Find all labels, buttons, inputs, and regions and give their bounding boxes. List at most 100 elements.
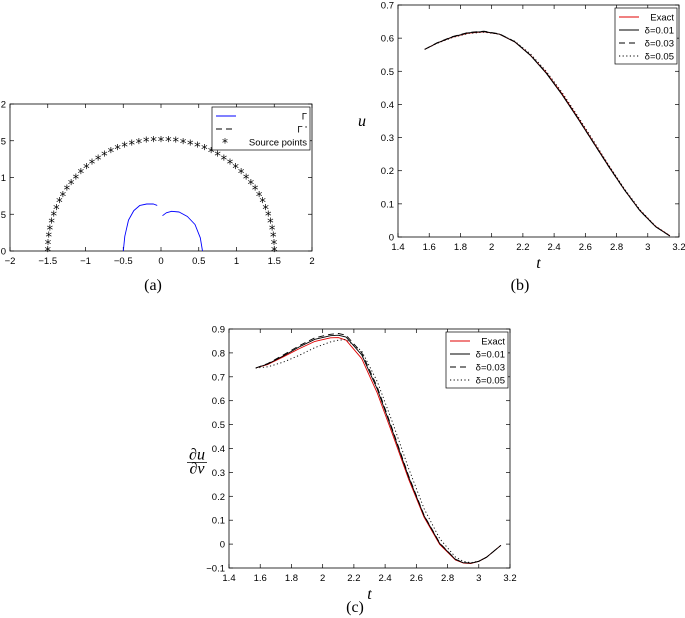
y-tick-label: 0.1 xyxy=(381,199,394,210)
source-point-marker: * xyxy=(270,231,277,246)
chart-c: 1.4 1.6 1.8 2 2.2 2.4 2.6 2.8 3 3.2 −0.1 0 0.1 0.2 0.3… xyxy=(187,325,517,616)
series-line--0-03 xyxy=(424,30,671,237)
source-point-marker: * xyxy=(194,141,201,156)
y-tick-label: 0.5 xyxy=(381,67,394,78)
legend: Exact δ=0.01 δ=0.03 δ=0.05 xyxy=(445,331,509,389)
source-point-marker: * xyxy=(64,184,71,199)
source-point-marker: * xyxy=(165,135,172,150)
y-tick-label: 0.9 xyxy=(212,325,225,336)
source-point-marker: * xyxy=(73,172,80,187)
y-tick-label: 0.6 xyxy=(381,34,394,45)
legend-label: Exact xyxy=(650,13,674,24)
x-tick-label: 3 xyxy=(645,242,650,253)
x-tick-label: 3.2 xyxy=(672,242,685,253)
x-axis-label: t xyxy=(367,586,372,603)
source-point-marker: * xyxy=(45,231,52,246)
x-tick-label: 2 xyxy=(489,242,494,253)
source-point-marker: * xyxy=(78,167,85,182)
legend-label: Exact xyxy=(481,337,505,348)
y-tick-label: 0.5 xyxy=(212,420,225,431)
y-tick-label: 0.3 xyxy=(381,133,394,144)
x-tick-label: 2.4 xyxy=(548,242,561,253)
x-tick-label: 2.6 xyxy=(579,242,592,253)
source-point-marker: * xyxy=(259,196,266,211)
legend-label: δ=0.01 xyxy=(645,26,674,37)
x-tick-label: 1.6 xyxy=(254,573,267,584)
x-tick-label: 2.8 xyxy=(441,573,454,584)
source-point-marker: * xyxy=(243,172,250,187)
source-point-marker: * xyxy=(47,223,54,238)
x-tick-label: 2.4 xyxy=(379,573,392,584)
legend-marker: * xyxy=(222,136,228,150)
source-point-marker: * xyxy=(68,178,75,193)
x-tick-label: 2 xyxy=(309,256,314,267)
x-tick-label: −0.5 xyxy=(114,256,133,267)
x-tick-label: 1.4 xyxy=(391,242,404,253)
y-tick-label: 0.4 xyxy=(381,100,394,111)
y-tick-label: 0.2 xyxy=(381,166,394,177)
y-tick-label: 0.2 xyxy=(212,492,225,503)
x-tick-label: −2 xyxy=(5,256,16,267)
source-point-marker: * xyxy=(180,137,187,152)
x-tick-label: 1.5 xyxy=(268,256,281,267)
source-point-marker: * xyxy=(248,178,255,193)
source-point-marker: * xyxy=(95,153,102,168)
source-point-marker: * xyxy=(238,167,245,182)
source-point-marker: * xyxy=(83,162,90,177)
source-point-marker: * xyxy=(173,136,180,151)
x-tick-label: 1.8 xyxy=(285,573,298,584)
legend-label: Γ xyxy=(302,112,307,123)
source-point-marker: * xyxy=(262,203,269,218)
source-point-marker: * xyxy=(265,210,272,225)
source-point-marker: * xyxy=(187,139,194,154)
source-point-marker: * xyxy=(101,150,108,165)
source-point-marker: * xyxy=(60,190,67,205)
x-tick-label: 3.2 xyxy=(503,573,516,584)
source-point-marker: * xyxy=(128,139,135,154)
source-point-marker: * xyxy=(267,216,274,231)
chart-b: 1.4 1.6 1.8 2 2.2 2.4 2.6 2.8 3 3.2 0 0.1 0.2 0.3 0.4 0… xyxy=(358,1,685,295)
series-line-- xyxy=(122,203,158,252)
source-point-marker: * xyxy=(158,135,165,150)
x-tick-label: 2.2 xyxy=(516,242,529,253)
x-tick-label: 1 xyxy=(234,256,239,267)
y-tick-label: 0 xyxy=(389,233,394,244)
x-tick-label: −1 xyxy=(80,256,91,267)
x-tick-label: −1.5 xyxy=(38,256,57,267)
source-point-marker: * xyxy=(201,143,208,158)
y-axis-label: u xyxy=(358,113,366,130)
legend-box xyxy=(211,106,311,151)
source-point-marker: * xyxy=(48,216,55,231)
chart-a: −2−1.5−1−0.500.511.5200.511.52**********… xyxy=(0,100,315,295)
source-point-marker: * xyxy=(136,137,143,152)
source-point-marker: * xyxy=(214,150,221,165)
source-point-marker: * xyxy=(51,210,58,225)
x-tick-label: 1.8 xyxy=(454,242,467,253)
legend: Γ Γ ' * Source points xyxy=(211,106,311,151)
x-tick-label: 2 xyxy=(320,573,325,584)
source-point-marker: * xyxy=(45,245,52,260)
y-tick-label: 0.6 xyxy=(212,396,225,407)
series-line-- xyxy=(162,210,203,252)
y-tick-label: 0.7 xyxy=(212,372,225,383)
source-point-marker: * xyxy=(208,146,215,161)
y-tick-label: −0.1 xyxy=(206,564,225,575)
legend-label: δ=0.05 xyxy=(476,376,505,387)
legend-label: δ=0.03 xyxy=(476,363,505,374)
source-point-marker: * xyxy=(53,203,60,218)
y-tick-label: 0.5 xyxy=(0,210,6,221)
x-tick-label: 0.5 xyxy=(192,256,205,267)
panel-caption: (b) xyxy=(511,277,530,294)
source-point-marker: * xyxy=(269,223,276,238)
y-tick-label: 2 xyxy=(1,100,6,111)
y-tick-label: 0.8 xyxy=(212,348,225,359)
y-tick-label: 0.4 xyxy=(212,444,225,455)
source-point-marker: * xyxy=(221,153,228,168)
x-tick-label: 1.6 xyxy=(423,242,436,253)
y-tick-label: 0.1 xyxy=(212,516,225,527)
y-tick-label: 0 xyxy=(1,247,6,258)
source-point-marker: * xyxy=(227,158,234,173)
source-point-marker: * xyxy=(114,143,121,158)
source-point-marker: * xyxy=(56,196,63,211)
